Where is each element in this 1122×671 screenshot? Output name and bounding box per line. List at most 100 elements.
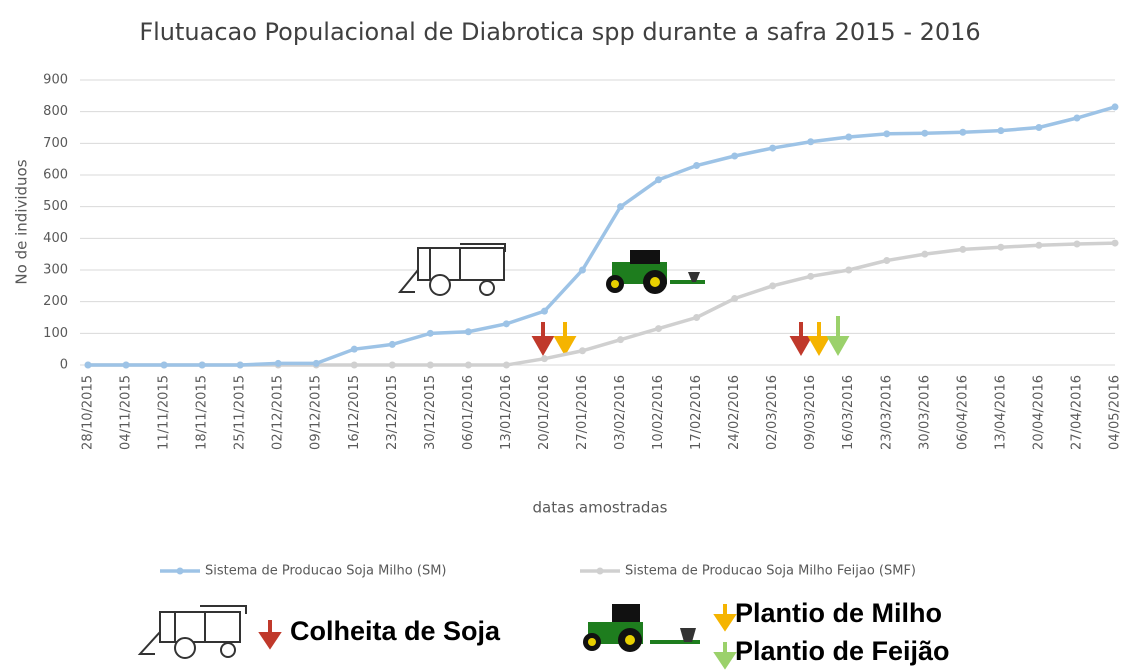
series-point [426, 361, 434, 369]
legend-swatch [176, 567, 184, 575]
series-point [1035, 124, 1043, 131]
x-tick-label: 17/02/2016 [689, 375, 704, 450]
series-point [540, 307, 548, 315]
y-tick-label: 0 [60, 358, 68, 373]
series-point [883, 130, 891, 138]
corn-arrow [713, 604, 737, 632]
event-arrows [531, 316, 850, 357]
legend-label: Sistema de Producao Soja Milho Feijao (S… [625, 564, 916, 579]
x-tick-label: 16/12/2015 [347, 375, 362, 450]
series-point [693, 162, 701, 169]
series-point [540, 355, 548, 363]
x-tick-label: 13/01/2016 [499, 375, 514, 450]
series-point [1111, 103, 1119, 111]
series-point [502, 361, 510, 369]
y-axis-label: No de individuos [13, 159, 31, 284]
series-point [1073, 114, 1081, 122]
series-point [921, 129, 929, 137]
bean-arrow [713, 642, 737, 670]
y-tick-label: 200 [43, 294, 68, 309]
x-tick-label: 30/03/2016 [917, 375, 932, 450]
y-tick-label: 400 [43, 231, 68, 246]
series-point [807, 138, 815, 146]
annotation: Plantio de Feijão [735, 636, 950, 666]
series-point [464, 328, 472, 336]
series-line [88, 241, 1116, 367]
series-point [160, 361, 168, 369]
series-point [883, 257, 891, 264]
annotation: Colheita de Soja [290, 616, 501, 646]
series-point [236, 361, 244, 369]
x-tick-label: 02/12/2015 [271, 375, 286, 450]
series-point [769, 144, 777, 152]
x-tick-label: 27/04/2016 [1069, 375, 1084, 450]
series-point [350, 345, 358, 353]
series-point [959, 245, 967, 253]
y-tick-label: 800 [43, 104, 68, 119]
x-tick-label: 06/04/2016 [955, 375, 970, 450]
combine-icon [397, 243, 506, 296]
x-tick-label: 04/05/2016 [1108, 375, 1122, 450]
series-point [769, 282, 777, 290]
series-point [1035, 241, 1043, 249]
series-point [312, 359, 320, 367]
x-tick-label: 09/03/2016 [803, 375, 818, 450]
x-tick-label: 23/03/2016 [879, 375, 894, 450]
series-point [693, 314, 701, 321]
series-point [350, 361, 358, 369]
x-axis-label: datas amostradas [533, 499, 668, 517]
legend-label: Sistema de Producao Soja Milho (SM) [205, 564, 446, 579]
x-tick-label: 11/11/2015 [157, 375, 172, 450]
x-tick-label: 27/01/2016 [575, 375, 590, 450]
series-point [578, 347, 586, 355]
harvest-arrow [258, 620, 282, 650]
x-tick-label: 23/12/2015 [385, 375, 400, 450]
series-point [921, 250, 929, 258]
series-point [655, 325, 663, 333]
y-tick-label: 300 [43, 263, 68, 278]
series-point [655, 176, 663, 184]
series-point [1111, 239, 1119, 247]
y-tick-label: 700 [43, 136, 68, 151]
series-point [122, 361, 130, 369]
combine-icon [137, 605, 247, 659]
x-tick-label: 09/12/2015 [309, 375, 324, 450]
series-point [845, 266, 853, 274]
x-tick-label: 28/10/2015 [81, 375, 96, 450]
x-tick-label: 18/11/2015 [195, 375, 210, 450]
x-tick-label: 30/12/2015 [423, 375, 438, 450]
series-point [388, 361, 396, 369]
annotation: Plantio de Milho [735, 598, 942, 628]
y-tick-label: 500 [43, 199, 68, 214]
series-point [388, 340, 396, 348]
y-tick-label: 600 [43, 168, 68, 183]
x-tick-label: 03/02/2016 [613, 375, 628, 450]
y-tick-label: 900 [43, 73, 68, 88]
series-point [578, 266, 586, 274]
x-tick-label: 20/01/2016 [537, 375, 552, 450]
series-point [426, 329, 434, 337]
legend-swatch [596, 567, 604, 575]
series-point [997, 243, 1005, 251]
x-tick-label: 24/02/2016 [727, 375, 742, 450]
series-point [731, 152, 739, 160]
series-point [959, 128, 967, 136]
x-tick-label: 06/01/2016 [461, 375, 476, 450]
series-point [198, 361, 206, 369]
series-point [997, 127, 1005, 135]
series-point [502, 320, 510, 328]
chart-title: Flutuacao Populacional de Diabrotica spp… [139, 18, 980, 46]
series-line [88, 105, 1116, 367]
series-point [617, 336, 625, 344]
tractor-icon [606, 250, 705, 294]
series-point [1073, 240, 1081, 248]
series-point [617, 203, 625, 211]
series-point [84, 361, 92, 369]
x-tick-label: 04/11/2015 [119, 375, 134, 450]
x-tick-label: 10/02/2016 [651, 375, 666, 450]
x-tick-label: 13/04/2016 [993, 375, 1008, 450]
y-tick-label: 100 [43, 326, 68, 341]
series-point [731, 295, 739, 302]
series-point [807, 272, 815, 280]
